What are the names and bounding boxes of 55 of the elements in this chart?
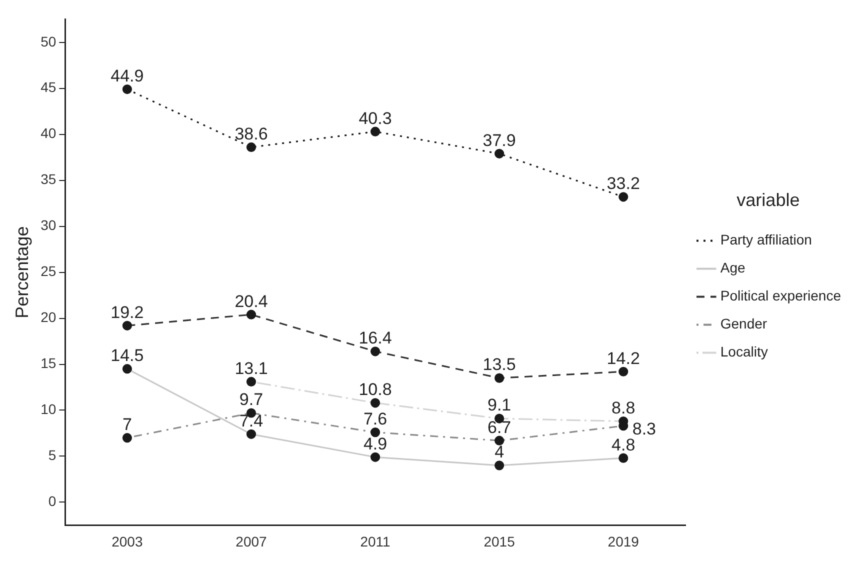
point [494,373,504,383]
data-label: 20.4 [234,292,268,311]
data-label: 44.9 [110,66,144,86]
x-tick-label: 2003 [112,533,143,550]
legend-label: Locality [720,344,768,360]
data-label: 10.8 [358,380,392,400]
legend-label: Gender [720,316,768,332]
y-tick-label: 15 [40,355,56,372]
legend-title: variable [736,190,800,210]
point [618,366,628,376]
y-tick-label: 20 [40,309,56,326]
point [246,142,256,152]
legend-label: Party affiliation [720,232,812,248]
x-tick-label: 2019 [608,533,640,550]
data-label: 9.7 [239,390,264,410]
data-label: 6.7 [487,418,512,437]
point [494,148,504,158]
data-label: 13.5 [482,355,516,374]
point [370,346,380,356]
y-tick-label: 45 [40,79,56,96]
data-label: 14.5 [110,346,144,366]
y-tick-label: 35 [40,171,56,188]
point [122,84,132,94]
data-label: 33.2 [606,174,640,194]
data-label: 19.2 [110,302,144,322]
y-tick-label: 5 [48,447,56,464]
y-tick-label: 30 [40,217,56,234]
data-label: 9.1 [487,396,512,415]
x-tick-label: 2007 [236,533,268,550]
legend-label: Political experience [720,288,842,304]
point [122,320,132,330]
data-label: 8.8 [612,398,636,418]
data-label: 38.6 [234,124,268,144]
legend-label: Age [720,260,746,276]
point [246,310,256,320]
y-tick-label: 10 [40,401,56,418]
data-label: 7.4 [239,411,264,430]
x-tick-label: 2011 [360,533,391,550]
y-axis-title: Percentage [12,226,32,318]
data-label: 7.6 [363,410,388,429]
data-label: 14.2 [606,348,640,368]
y-tick-label: 0 [48,493,56,510]
data-label: 13.1 [234,358,268,378]
point [370,126,380,136]
data-label: 40.3 [358,108,392,128]
y-tick-label: 50 [40,33,56,50]
data-label: 7 [122,415,132,434]
data-label: 4.9 [363,434,388,454]
x-tick-label: 2015 [484,533,516,550]
y-tick-label: 40 [40,125,56,142]
data-label: 37.9 [482,130,516,150]
y-tick-label: 25 [40,263,56,280]
point [618,192,628,202]
data-label: 16.4 [358,328,392,348]
data-label: 4 [494,442,504,462]
